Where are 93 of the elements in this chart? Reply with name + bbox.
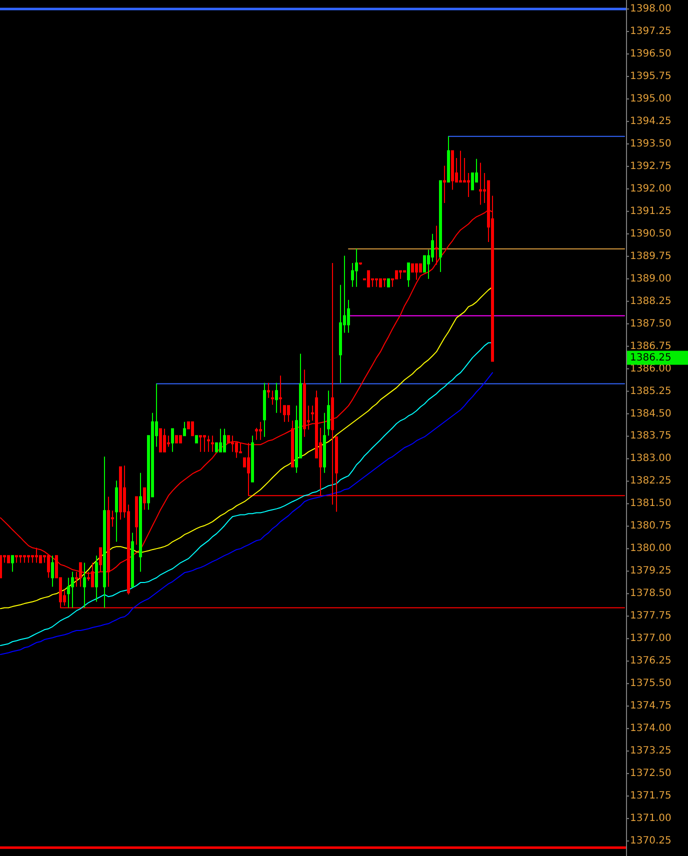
candlestick [415,263,418,280]
candlestick [283,405,286,422]
y-tick-label: 1384.50 [630,408,672,420]
candlestick [103,456,106,608]
y-tick-label: 1387.50 [630,318,672,330]
y-tick-label: 1395.00 [630,93,672,104]
y-tick-label: 1381.50 [630,498,672,510]
candlestick [15,555,18,564]
candlestick [263,382,266,438]
candlestick [207,435,210,452]
candlestick [459,150,462,182]
candlestick [223,428,226,452]
candlestick [71,571,74,608]
candlestick [443,165,446,204]
y-tick-label: 1380.00 [630,543,672,554]
candlestick [271,390,274,406]
candlestick [375,278,378,288]
candlestick [479,162,482,206]
candlestick [179,435,182,444]
y-tick-label: 1395.75 [630,70,672,82]
y-tick-label: 1385.25 [630,386,672,397]
y-tick-label: 1396.50 [630,48,672,60]
y-tick-label: 1371.75 [630,790,672,802]
y-tick-label: 1397.25 [630,26,672,37]
y-tick-label: 1374.75 [630,700,672,712]
y-tick-label: 1376.25 [630,656,672,667]
candlestick [171,428,174,452]
candlestick [323,412,326,474]
y-tick-label: 1374.00 [630,723,672,734]
y-tick-label: 1394.25 [630,116,672,127]
candlestick [407,262,410,288]
candlestick [327,390,330,436]
y-tick-label: 1390.50 [630,228,672,240]
candlestick [435,225,438,266]
candlestick [259,421,262,440]
y-tick-label: 1386.00 [630,363,672,374]
y-tick-label: 1386.75 [630,340,672,352]
candlestick [183,421,186,436]
y-tick-label: 1379.25 [630,566,672,577]
candlestick [275,382,278,414]
candlestick [143,487,146,510]
candlestick [175,435,178,444]
y-tick-label: 1398.00 [630,3,672,14]
y-tick-label: 1377.75 [630,610,672,622]
candlestick [83,562,86,608]
candlestick [383,278,386,288]
candlestick [11,555,14,572]
candlestick [203,435,206,452]
candlestick [115,480,118,542]
y-tick-label: 1389.75 [630,250,672,262]
y-tick-label: 1388.25 [630,296,672,307]
y-tick-label: 1377.00 [630,633,672,644]
y-tick-label: 1392.75 [630,160,672,172]
candlestick [355,248,358,288]
candlestick [399,270,402,280]
candlestick [287,405,290,422]
y-tick-label: 1382.25 [630,476,672,487]
y-tick-label: 1370.25 [630,836,672,847]
candlestick [199,435,202,452]
y-tick-label: 1372.50 [630,768,672,780]
candlestick [451,150,454,190]
y-tick-label: 1393.50 [630,138,672,150]
candlestick [163,428,166,452]
candlestick [291,420,294,468]
y-tick-label: 1391.25 [630,206,672,217]
y-tick-label: 1371.00 [630,813,672,824]
candlestick [35,547,38,564]
candlestick [51,555,54,588]
candlestick [139,472,142,572]
y-tick-label: 1389.00 [630,273,672,284]
y-tick-label: 1380.75 [630,520,672,532]
candlestick [447,136,450,182]
candlestick [7,555,10,564]
candlestick [303,369,306,438]
candlestick [359,262,362,266]
y-tick-label: 1373.25 [630,746,672,757]
candlestick [27,555,30,564]
text: 1386.25 [630,352,672,364]
candlestick [219,428,222,452]
candlestick [211,435,214,452]
candlestick [19,555,22,564]
candlestick [267,382,270,398]
candlestick [195,435,198,444]
y-tick-label: 1375.50 [630,678,672,690]
candlestick [23,555,26,564]
candlestick [279,375,282,414]
y-tick-label: 1383.00 [630,453,672,464]
candlestick [135,496,138,546]
line-series [0,286,493,610]
y-tick-label: 1383.75 [630,430,672,442]
candlestick [95,555,98,602]
y-tick-label: 1392.00 [630,183,672,194]
y-tick-label: 1378.50 [630,588,672,600]
